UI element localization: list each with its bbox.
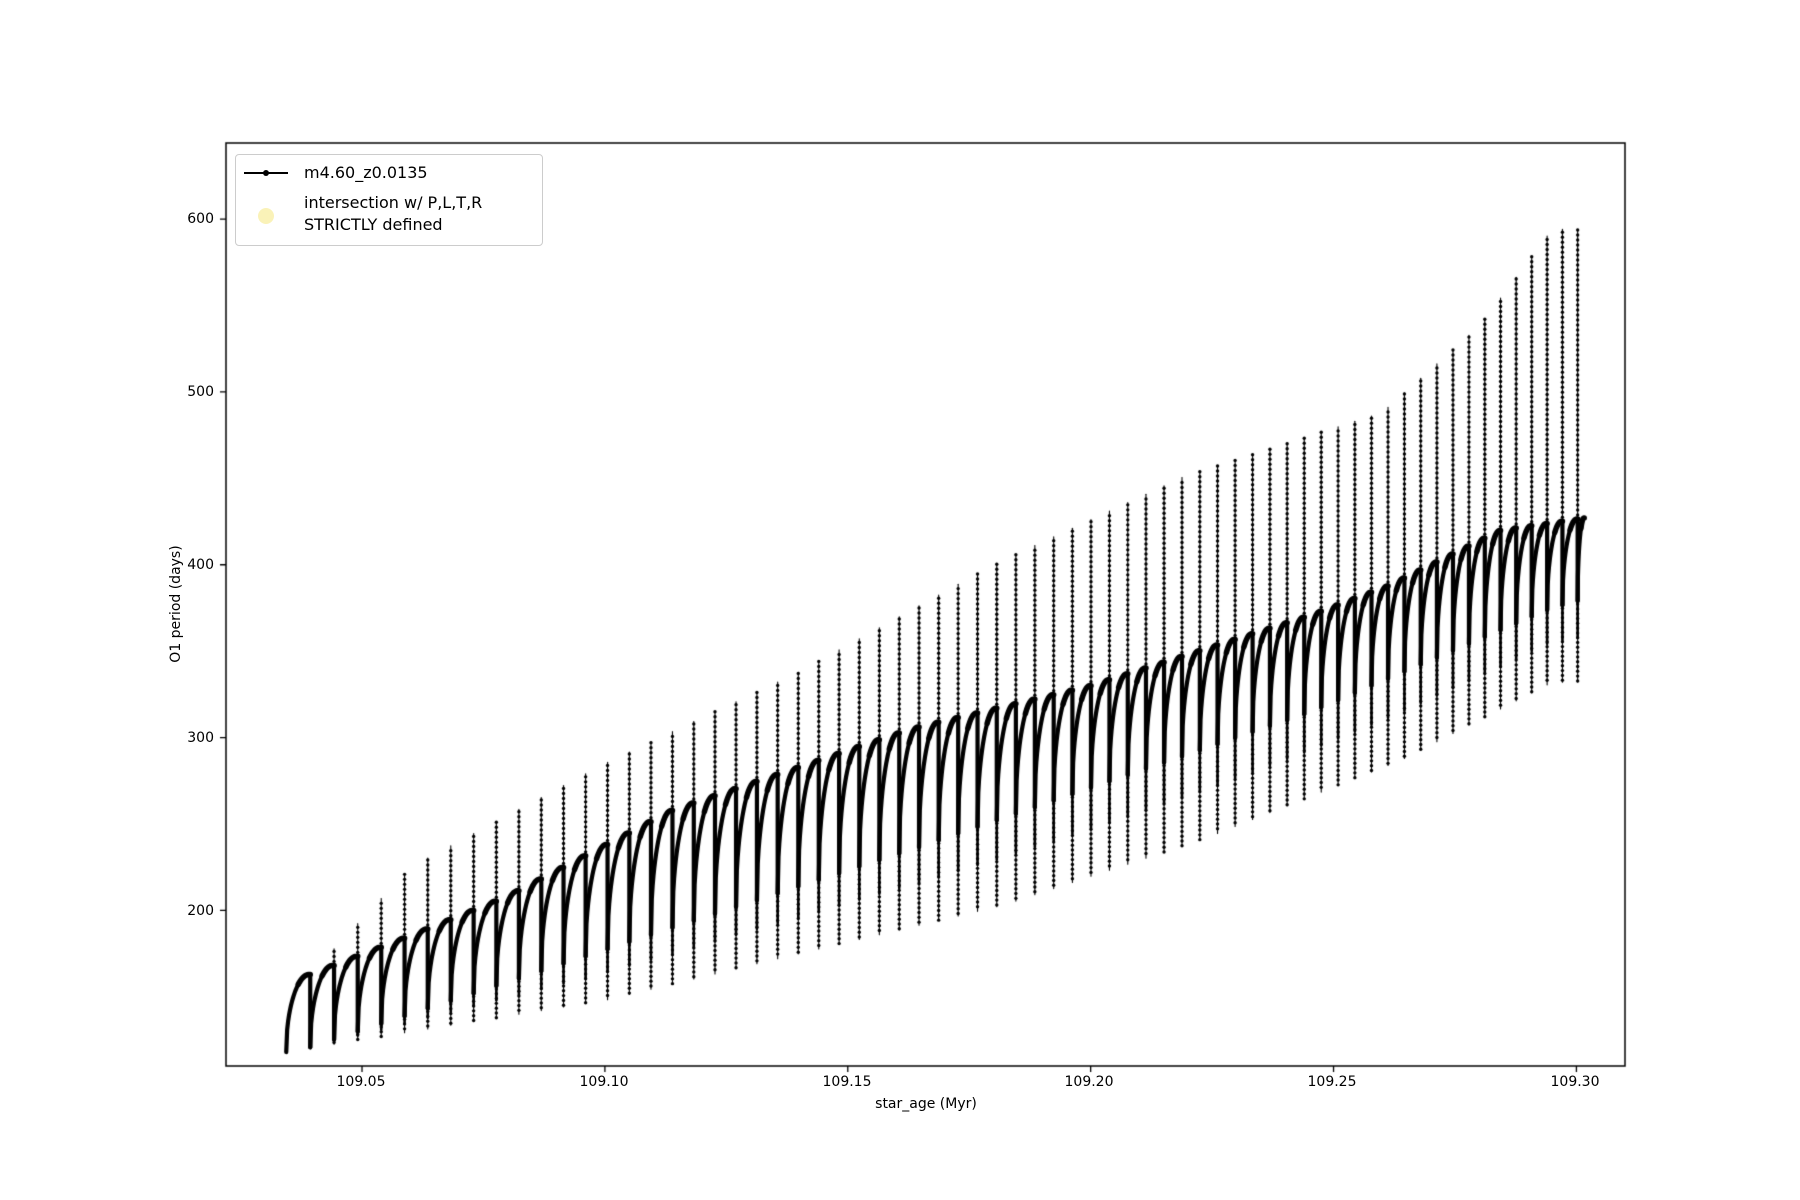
legend-entry-series-label: m4.60_z0.0135 — [304, 163, 428, 182]
y-tick-label-200: 200 — [187, 903, 214, 919]
y-tick-label-500: 500 — [187, 384, 214, 400]
x-axis-label: star_age (Myr) — [875, 1096, 977, 1112]
y-tick-label-600: 600 — [187, 211, 214, 227]
y-tick-label-400: 400 — [187, 557, 214, 573]
legend-dot-marker-icon — [263, 170, 269, 176]
x-tick-label-109-25: 109.25 — [1307, 1074, 1357, 1090]
y-axis-label: O1 period (days) — [168, 545, 184, 663]
x-tick-label-109-20: 109.20 — [1064, 1074, 1114, 1090]
legend-box: m4.60_z0.0135 intersection w/ P,L,T,R ST… — [235, 154, 543, 246]
legend-intersection-line-2: STRICTLY defined — [304, 215, 443, 234]
legend-circle-marker-icon — [258, 208, 274, 224]
x-tick-label-109-15: 109.15 — [822, 1074, 872, 1090]
legend-intersection-line-1: intersection w/ P,L,T,R — [304, 193, 483, 212]
x-tick-label-109-10: 109.10 — [579, 1074, 629, 1090]
y-tick-label-300: 300 — [187, 730, 214, 746]
legend-entry-intersection-label: intersection w/ P,L,T,R STRICTLY defined — [304, 192, 482, 236]
x-tick-label-109-05: 109.05 — [336, 1074, 386, 1090]
x-tick-label-109-30: 109.30 — [1550, 1074, 1600, 1090]
